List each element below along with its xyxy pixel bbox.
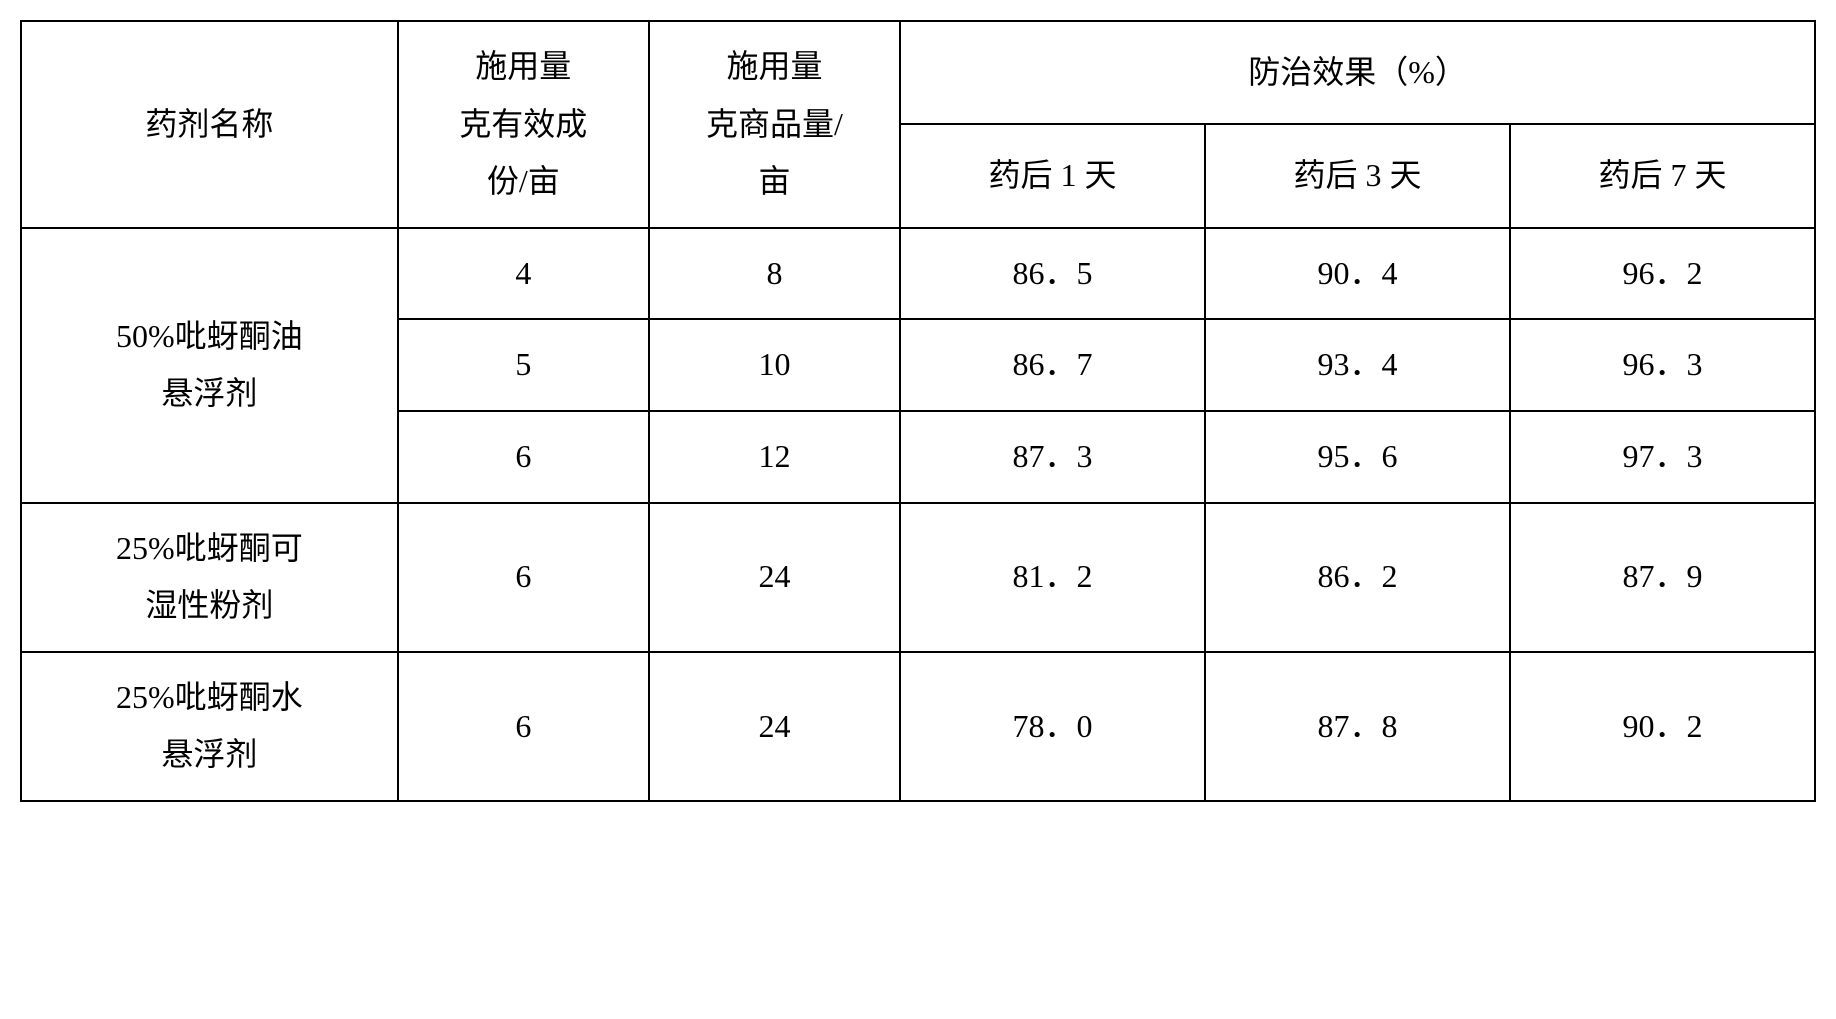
cell-d1: 81．2: [900, 503, 1205, 652]
cell-d1: 78．0: [900, 652, 1205, 801]
cell-d7: 97．3: [1510, 411, 1815, 503]
cell-d7: 96．2: [1510, 228, 1815, 320]
data-table: 药剂名称 施用量克有效成份/亩 施用量克商品量/亩 防治效果（%） 药后 1 天…: [20, 20, 1816, 802]
cell-dose2: 12: [649, 411, 900, 503]
header-day3: 药后 3 天: [1205, 124, 1510, 227]
cell-dose2: 24: [649, 652, 900, 801]
cell-dose1: 5: [398, 319, 649, 411]
cell-d3: 86．2: [1205, 503, 1510, 652]
header-day7: 药后 7 天: [1510, 124, 1815, 227]
cell-name: 25%吡蚜酮水悬浮剂: [21, 652, 398, 801]
header-dose2: 施用量克商品量/亩: [649, 21, 900, 228]
cell-d1: 86．7: [900, 319, 1205, 411]
cell-d3: 87．8: [1205, 652, 1510, 801]
table-row: 50%吡蚜酮油悬浮剂 4 8 86．5 90．4 96．2: [21, 228, 1815, 320]
table-row: 25%吡蚜酮可湿性粉剂 6 24 81．2 86．2 87．9: [21, 503, 1815, 652]
header-name: 药剂名称: [21, 21, 398, 228]
cell-d7: 96．3: [1510, 319, 1815, 411]
cell-dose1: 6: [398, 503, 649, 652]
cell-dose2: 24: [649, 503, 900, 652]
table-header-row-1: 药剂名称 施用量克有效成份/亩 施用量克商品量/亩 防治效果（%）: [21, 21, 1815, 124]
cell-d7: 90．2: [1510, 652, 1815, 801]
cell-dose1: 6: [398, 652, 649, 801]
table-row: 25%吡蚜酮水悬浮剂 6 24 78．0 87．8 90．2: [21, 652, 1815, 801]
header-effect: 防治效果（%）: [900, 21, 1815, 124]
cell-d7: 87．9: [1510, 503, 1815, 652]
cell-dose2: 10: [649, 319, 900, 411]
cell-dose2: 8: [649, 228, 900, 320]
header-dose1: 施用量克有效成份/亩: [398, 21, 649, 228]
cell-d1: 86．5: [900, 228, 1205, 320]
cell-d3: 95．6: [1205, 411, 1510, 503]
cell-name: 25%吡蚜酮可湿性粉剂: [21, 503, 398, 652]
cell-d1: 87．3: [900, 411, 1205, 503]
cell-name: 50%吡蚜酮油悬浮剂: [21, 228, 398, 503]
cell-dose1: 4: [398, 228, 649, 320]
cell-d3: 93．4: [1205, 319, 1510, 411]
header-day1: 药后 1 天: [900, 124, 1205, 227]
cell-dose1: 6: [398, 411, 649, 503]
cell-d3: 90．4: [1205, 228, 1510, 320]
